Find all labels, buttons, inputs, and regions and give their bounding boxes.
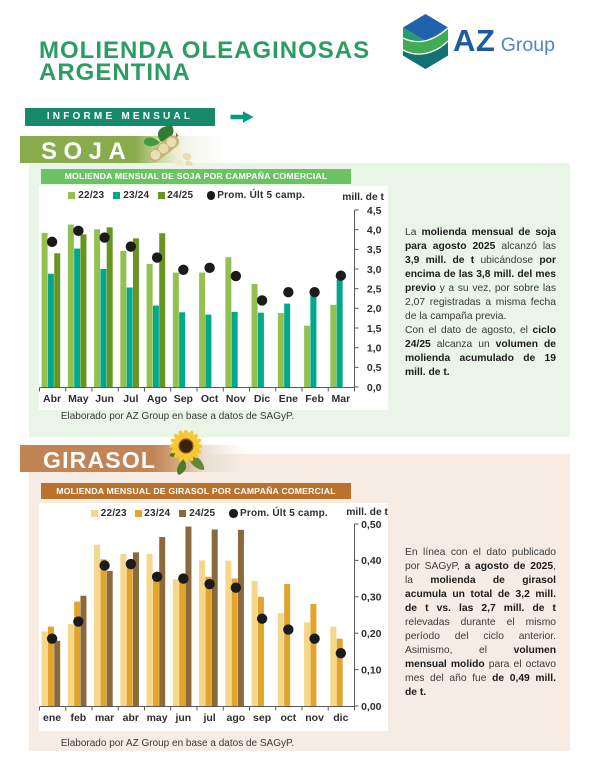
svg-text:oct: oct [280, 712, 296, 724]
svg-text:2,5: 2,5 [367, 283, 382, 295]
svg-text:May: May [68, 393, 89, 405]
svg-text:0,30: 0,30 [361, 592, 382, 604]
svg-text:0,0: 0,0 [367, 382, 382, 394]
svg-text:4,0: 4,0 [367, 224, 382, 236]
svg-text:Jul: Jul [123, 393, 138, 405]
svg-text:may: may [147, 712, 168, 724]
svg-text:Mar: Mar [332, 393, 351, 405]
svg-text:1,0: 1,0 [367, 342, 382, 354]
svg-text:Sep: Sep [174, 393, 193, 405]
svg-text:0,50: 0,50 [361, 519, 382, 531]
svg-text:0,40: 0,40 [361, 555, 382, 567]
svg-text:ene: ene [43, 712, 61, 724]
svg-text:3,0: 3,0 [367, 264, 382, 276]
svg-text:Jun: Jun [95, 393, 114, 405]
svg-text:sep: sep [253, 712, 271, 724]
svg-text:Oct: Oct [201, 393, 219, 405]
svg-text:Abr: Abr [43, 393, 61, 405]
svg-text:0,20: 0,20 [361, 628, 382, 640]
svg-text:jul: jul [202, 712, 215, 724]
svg-text:jun: jun [174, 712, 191, 724]
svg-text:feb: feb [70, 712, 86, 724]
svg-text:mar: mar [95, 712, 114, 724]
svg-text:Ene: Ene [279, 393, 298, 405]
svg-text:Dic: Dic [254, 393, 271, 405]
svg-text:nov: nov [305, 712, 324, 724]
svg-text:Nov: Nov [226, 393, 246, 405]
svg-text:0,10: 0,10 [361, 664, 382, 676]
svg-text:abr: abr [123, 712, 139, 724]
svg-text:1,5: 1,5 [367, 323, 382, 335]
svg-text:dic: dic [333, 712, 348, 724]
svg-text:ago: ago [227, 712, 246, 724]
svg-text:Feb: Feb [305, 393, 324, 405]
svg-text:4,5: 4,5 [367, 205, 382, 217]
svg-text:2,0: 2,0 [367, 303, 382, 315]
svg-text:3,5: 3,5 [367, 244, 382, 256]
svg-text:0,5: 0,5 [367, 362, 382, 374]
svg-text:Ago: Ago [147, 393, 167, 405]
svg-text:0,00: 0,00 [361, 701, 382, 713]
